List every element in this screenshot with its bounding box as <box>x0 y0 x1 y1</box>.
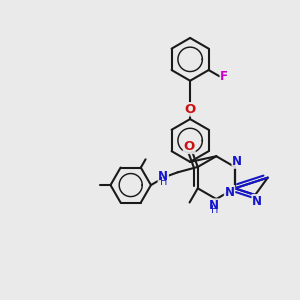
Text: H: H <box>211 205 218 215</box>
Text: N: N <box>209 199 219 212</box>
Text: N: N <box>232 155 242 168</box>
Text: N: N <box>252 195 262 208</box>
Text: N: N <box>224 186 235 199</box>
Text: O: O <box>184 140 195 153</box>
Text: O: O <box>184 103 196 116</box>
Text: N: N <box>158 170 168 183</box>
Text: H: H <box>160 177 167 187</box>
Text: F: F <box>220 70 228 83</box>
